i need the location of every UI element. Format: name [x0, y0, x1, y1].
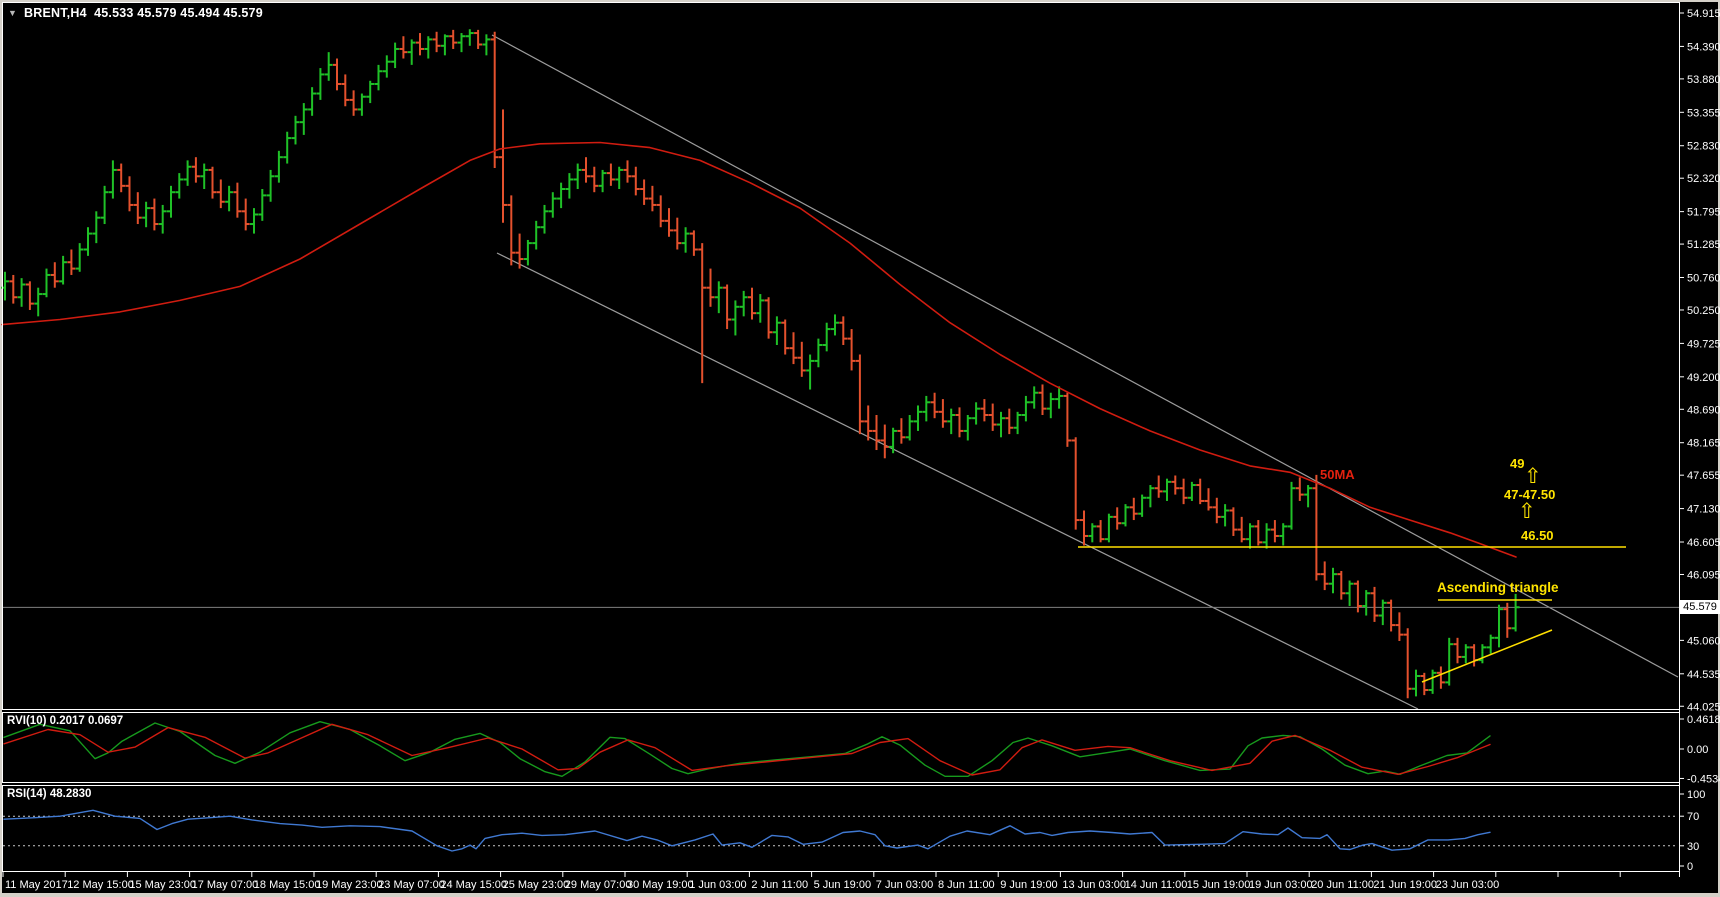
svg-text:44.025: 44.025: [1687, 701, 1720, 713]
svg-text:70: 70: [1687, 811, 1699, 823]
svg-text:5 Jun 19:00: 5 Jun 19:00: [814, 879, 872, 891]
svg-text:51.795: 51.795: [1687, 207, 1720, 219]
svg-text:24 May 15:00: 24 May 15:00: [440, 879, 507, 891]
svg-text:29 May 07:00: 29 May 07:00: [565, 879, 632, 891]
svg-text:-0.4534: -0.4534: [1687, 773, 1720, 785]
svg-text:2 Jun 11:00: 2 Jun 11:00: [751, 879, 808, 891]
svg-text:0.4618: 0.4618: [1687, 714, 1720, 726]
svg-text:17 May 07:00: 17 May 07:00: [192, 879, 259, 891]
svg-text:50.760: 50.760: [1687, 273, 1720, 285]
svg-text:1 Jun 03:00: 1 Jun 03:00: [689, 879, 747, 891]
svg-text:53.355: 53.355: [1687, 107, 1720, 119]
svg-text:45.060: 45.060: [1687, 635, 1720, 647]
svg-text:19 Jun 03:00: 19 Jun 03:00: [1249, 879, 1313, 891]
svg-text:8 Jun 11:00: 8 Jun 11:00: [938, 879, 995, 891]
svg-text:23 Jun 03:00: 23 Jun 03:00: [1436, 879, 1500, 891]
svg-text:21 Jun 19:00: 21 Jun 19:00: [1373, 879, 1437, 891]
svg-text:46.605: 46.605: [1687, 537, 1720, 549]
svg-text:54.390: 54.390: [1687, 41, 1720, 53]
svg-text:51.285: 51.285: [1687, 239, 1720, 251]
svg-text:52.320: 52.320: [1687, 173, 1720, 185]
svg-text:19 May 23:00: 19 May 23:00: [316, 879, 383, 891]
svg-text:20 Jun 11:00: 20 Jun 11:00: [1311, 879, 1374, 891]
svg-text:12 May 15:00: 12 May 15:00: [67, 879, 134, 891]
svg-text:11 May 2017: 11 May 2017: [5, 879, 68, 891]
svg-text:0: 0: [1687, 861, 1693, 873]
svg-text:52.830: 52.830: [1687, 141, 1720, 153]
svg-text:48.690: 48.690: [1687, 404, 1720, 416]
svg-text:46.095: 46.095: [1687, 569, 1720, 581]
svg-text:15 May 23:00: 15 May 23:00: [129, 879, 196, 891]
svg-text:9 Jun 19:00: 9 Jun 19:00: [1000, 879, 1057, 891]
svg-text:30 May 19:00: 30 May 19:00: [627, 879, 694, 891]
svg-text:14 Jun 11:00: 14 Jun 11:00: [1125, 879, 1188, 891]
svg-text:54.915: 54.915: [1687, 8, 1720, 20]
svg-text:18 May 15:00: 18 May 15:00: [254, 879, 321, 891]
svg-text:49.725: 49.725: [1687, 338, 1720, 350]
svg-text:25 May 23:00: 25 May 23:00: [503, 879, 570, 891]
svg-text:30: 30: [1687, 841, 1699, 853]
svg-text:13 Jun 03:00: 13 Jun 03:00: [1062, 879, 1126, 891]
svg-text:47.130: 47.130: [1687, 504, 1720, 516]
svg-text:15 Jun 19:00: 15 Jun 19:00: [1187, 879, 1251, 891]
svg-text:100: 100: [1687, 789, 1705, 801]
svg-text:50.250: 50.250: [1687, 305, 1720, 317]
svg-text:47.655: 47.655: [1687, 470, 1720, 482]
svg-text:49.200: 49.200: [1687, 372, 1720, 384]
svg-text:53.880: 53.880: [1687, 74, 1720, 86]
svg-text:44.535: 44.535: [1687, 669, 1720, 681]
svg-text:23 May 07:00: 23 May 07:00: [378, 879, 445, 891]
svg-text:7 Jun 03:00: 7 Jun 03:00: [876, 879, 934, 891]
svg-text:48.165: 48.165: [1687, 438, 1720, 450]
svg-text:0.00: 0.00: [1687, 744, 1708, 756]
